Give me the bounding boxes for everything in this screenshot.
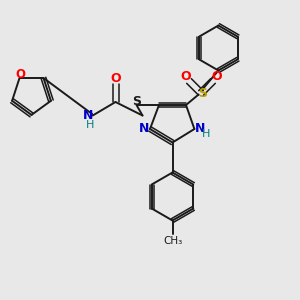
Text: O: O [211, 70, 222, 83]
Text: N: N [139, 122, 149, 135]
Text: N: N [83, 109, 94, 122]
Text: N: N [195, 122, 206, 135]
Text: O: O [110, 72, 121, 85]
Text: H: H [86, 120, 94, 130]
Text: S: S [132, 95, 141, 108]
Text: CH₃: CH₃ [163, 236, 182, 246]
Text: H: H [202, 129, 211, 140]
Text: O: O [181, 70, 191, 83]
Text: S: S [198, 86, 207, 100]
Text: O: O [15, 68, 26, 81]
